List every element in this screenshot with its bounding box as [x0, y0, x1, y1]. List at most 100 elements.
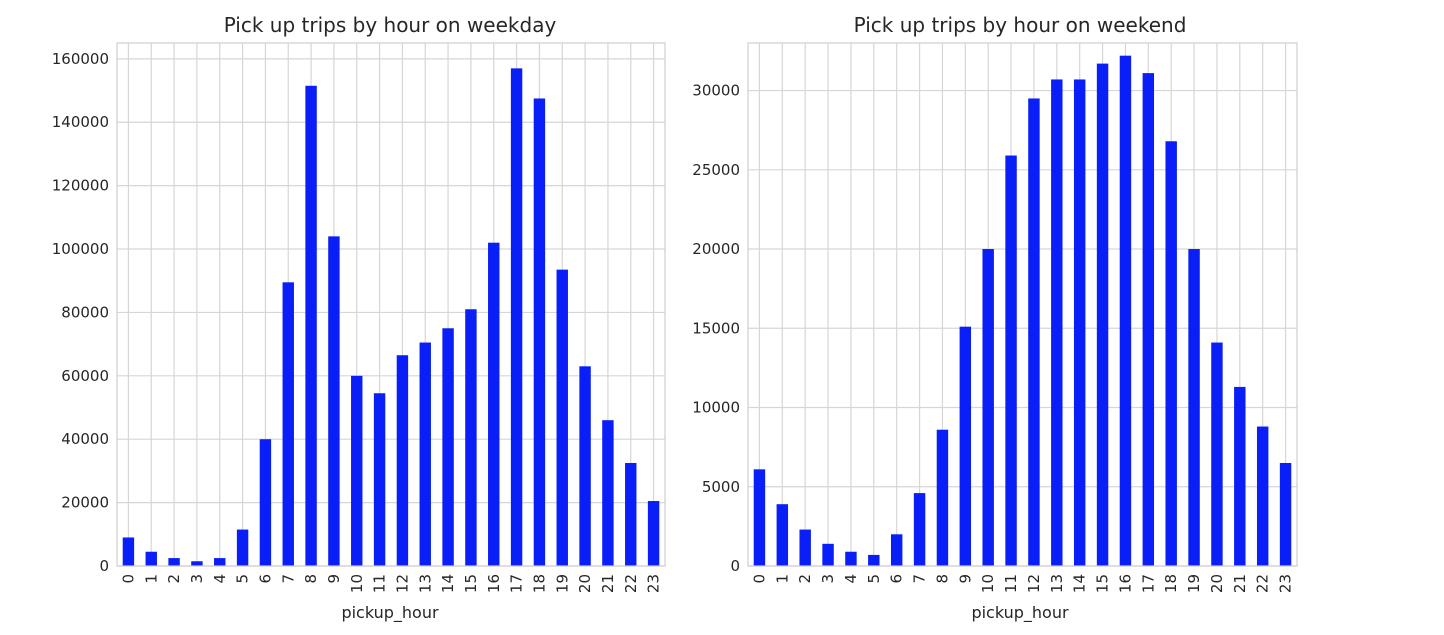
x-tick-label: 4	[211, 574, 229, 584]
y-tick-label: 15000	[692, 319, 740, 337]
x-tick-label: 7	[911, 574, 929, 584]
y-tick-label: 80000	[61, 303, 109, 321]
x-tick-label: 9	[325, 574, 343, 584]
bar	[799, 529, 811, 566]
bar	[396, 355, 409, 566]
y-tick-label: 20000	[692, 240, 740, 258]
bar	[145, 551, 157, 566]
x-tick-label: 21	[599, 574, 617, 593]
x-tick-label: 14	[439, 574, 457, 593]
bar	[1165, 141, 1177, 566]
x-tick-label: 5	[234, 574, 252, 584]
bar	[214, 558, 226, 566]
x-tick-label: 19	[553, 574, 571, 593]
bar	[373, 393, 386, 566]
bar	[1211, 342, 1223, 566]
x-tick-label: 8	[933, 574, 951, 584]
x-tick-label: 1	[142, 574, 160, 584]
bar	[822, 543, 834, 566]
bar	[1051, 79, 1063, 567]
bar	[236, 529, 249, 566]
bar	[1119, 55, 1132, 567]
bar	[533, 98, 546, 566]
bar	[328, 236, 340, 567]
y-tick-label: 60000	[61, 367, 109, 385]
x-tick-label: 2	[796, 574, 814, 584]
bar	[579, 366, 591, 566]
y-tick-label: 160000	[52, 50, 109, 68]
plot-frame	[747, 42, 1298, 567]
x-tick-label: 18	[1162, 574, 1180, 593]
x-tick-label: 22	[1254, 574, 1272, 593]
bar	[1073, 79, 1086, 567]
y-tick-label: 20000	[61, 494, 109, 512]
y-tick-label: 40000	[61, 430, 109, 448]
bar	[868, 554, 880, 566]
x-tick-label: 4	[842, 574, 860, 584]
bar	[776, 504, 789, 566]
x-tick-label: 17	[1139, 574, 1157, 593]
bar	[1142, 73, 1155, 566]
bar	[959, 326, 972, 566]
x-tick-label: 22	[622, 574, 640, 593]
chart-title: Pick up trips by hour on weekday	[224, 13, 557, 37]
x-tick-label: 23	[645, 574, 663, 593]
x-tick-label: 9	[956, 574, 974, 584]
x-tick-label: 1	[773, 574, 791, 584]
x-tick-label: 0	[119, 574, 137, 584]
x-tick-label: 10	[979, 574, 997, 593]
x-tick-label: 11	[1002, 574, 1020, 593]
x-tick-label: 15	[1094, 574, 1112, 593]
x-tick-label: 0	[750, 574, 768, 584]
bar	[1096, 63, 1109, 567]
chart-title: Pick up trips by hour on weekend	[854, 13, 1187, 37]
x-axis-label: pickup_hour	[971, 603, 1069, 623]
y-tick-label: 30000	[692, 82, 740, 100]
bar	[1256, 426, 1269, 566]
x-tick-label: 18	[530, 574, 548, 593]
y-tick-label: 0	[730, 557, 740, 575]
x-tick-label: 8	[302, 574, 320, 584]
weekday-chart: Pick up trips by hour on weekday pickup_…	[52, 13, 666, 623]
x-tick-label: 16	[1116, 574, 1134, 593]
bar	[1028, 98, 1040, 566]
bar	[913, 493, 926, 566]
y-tick-label: 120000	[52, 177, 109, 195]
x-tick-label: 5	[865, 574, 883, 584]
y-tick-label: 140000	[52, 113, 109, 131]
x-tick-label: 13	[416, 574, 434, 593]
x-tick-label: 10	[348, 574, 366, 593]
bar	[168, 558, 180, 566]
x-tick-label: 6	[256, 574, 274, 584]
x-axis-label: pickup_hour	[341, 603, 439, 623]
bar	[1005, 155, 1017, 567]
bars	[122, 68, 660, 567]
bar	[465, 309, 477, 566]
bar	[259, 439, 272, 566]
bar	[647, 501, 660, 566]
x-tick-label: 16	[485, 574, 503, 593]
x-tick-label: 20	[1208, 574, 1226, 593]
x-tick-label: 11	[371, 574, 389, 593]
x-tick-label: 19	[1185, 574, 1203, 593]
y-tick-label: 0	[99, 557, 109, 575]
weekend-chart: Pick up trips by hour on weekend pickup_…	[692, 13, 1298, 623]
bar	[442, 328, 454, 566]
y-tick-label: 25000	[692, 161, 740, 179]
y-tick-label: 10000	[692, 399, 740, 417]
plot-frame	[116, 42, 666, 567]
bar	[556, 269, 568, 566]
y-tick-label: 5000	[702, 478, 740, 496]
x-tick-label: 21	[1231, 574, 1249, 593]
bar	[890, 534, 903, 566]
bar	[419, 342, 431, 566]
bar	[602, 420, 614, 566]
bar	[753, 469, 766, 566]
x-tick-label: 3	[819, 574, 837, 584]
bar	[510, 68, 523, 566]
bar	[625, 462, 637, 566]
bar	[982, 249, 994, 566]
bar	[305, 85, 317, 567]
bar	[1188, 249, 1200, 566]
